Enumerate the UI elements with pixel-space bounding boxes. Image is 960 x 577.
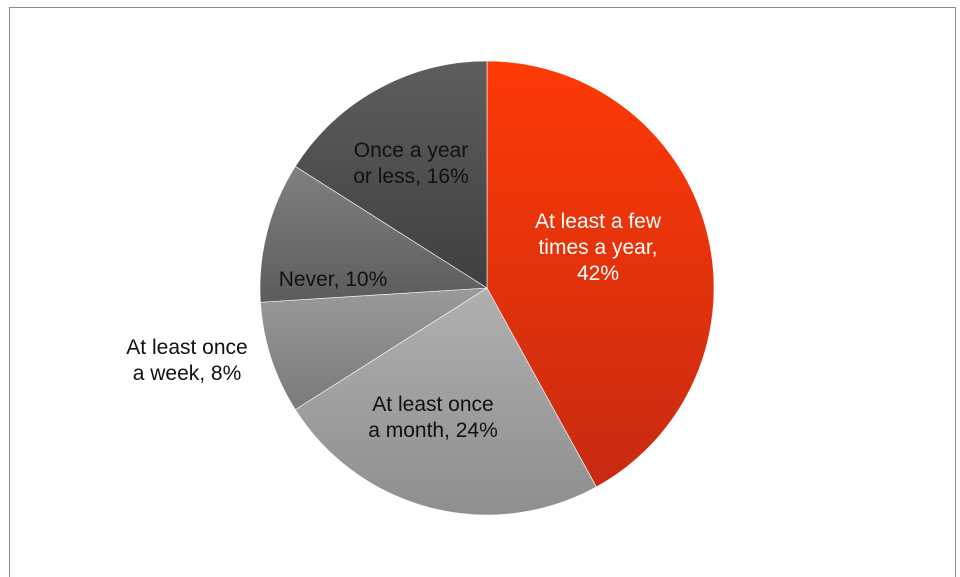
data-label-line: 42% [577, 262, 619, 285]
slice-few-times-a-year [486, 60, 715, 488]
slice-never [259, 165, 488, 303]
data-label-never: Never, 10% [279, 268, 388, 291]
data-label-once-a-week: At least once a week, 8% [126, 336, 247, 385]
data-label-line: or less, 16% [353, 165, 469, 188]
slice-once-a-year-or-less [294, 60, 488, 289]
data-label-few-times-a-year: At least a few times a year, 42% [535, 210, 662, 285]
data-label-line: At least a few [535, 210, 662, 233]
data-label-line: At least once [126, 336, 247, 359]
data-label-line: Never, 10% [279, 268, 388, 291]
slice-once-a-month [294, 287, 597, 516]
slice-once-a-week [260, 287, 488, 411]
data-label-line: times a year, [538, 236, 657, 259]
data-label-once-a-year-or-less: Once a year or less, 16% [353, 139, 469, 188]
pie-slices [259, 60, 715, 516]
pie-labels: At least a few times a year, 42% At least o… [126, 139, 662, 442]
data-label-line: Once a year [354, 139, 468, 162]
data-label-line: a week, 8% [133, 362, 242, 385]
data-label-line: a month, 24% [368, 419, 498, 442]
data-label-once-a-month: At least once a month, 24% [368, 393, 498, 442]
data-label-line: At least once [372, 393, 493, 416]
